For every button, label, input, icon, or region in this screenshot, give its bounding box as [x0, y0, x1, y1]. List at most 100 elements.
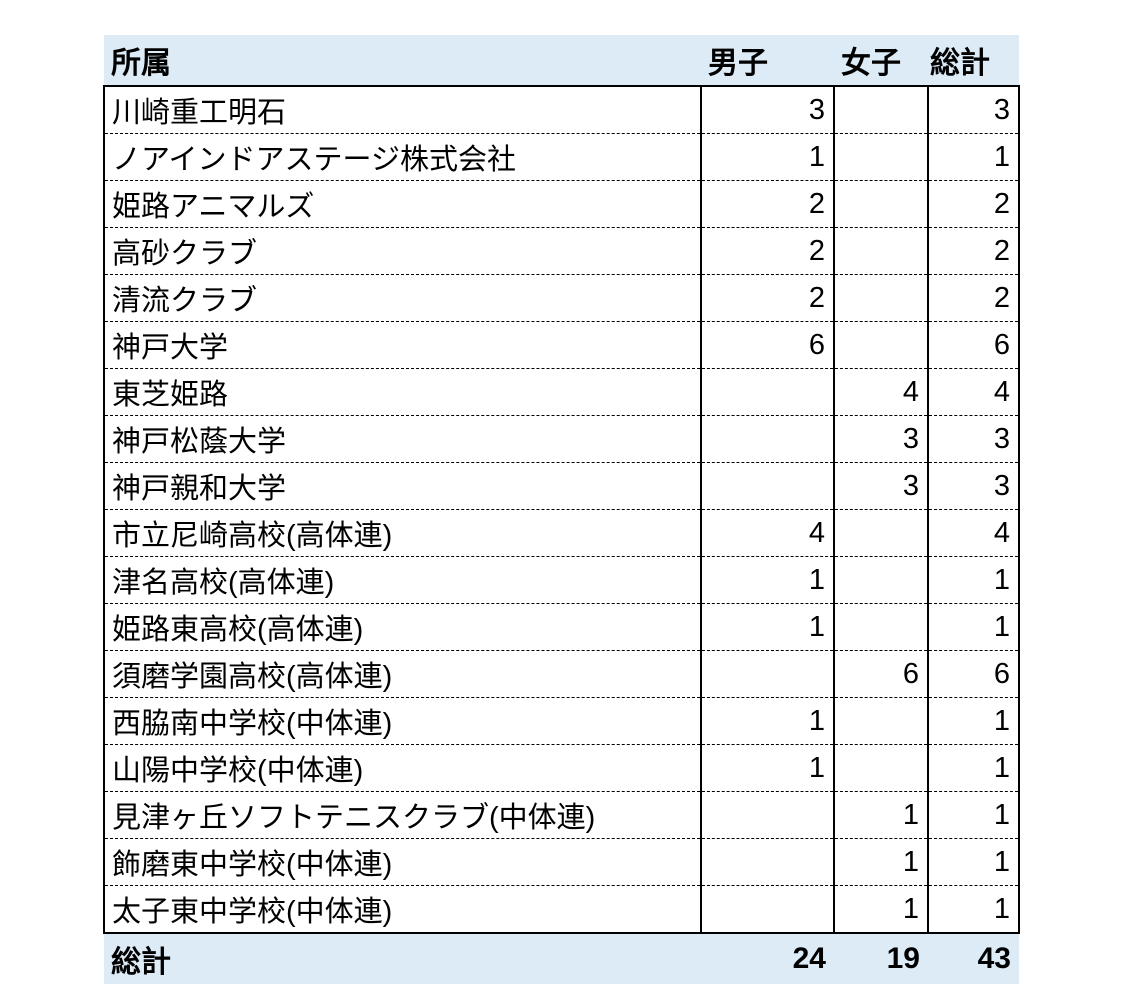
- cell-affiliation: 飾磨東中学校(中体連): [103, 838, 701, 886]
- cell-total: 1: [927, 556, 1020, 604]
- cell-boys: 1: [700, 133, 834, 181]
- cell-total: 4: [927, 509, 1020, 557]
- cell-boys: [700, 885, 834, 934]
- table-row: 姫路東高校(高体連) 1 1: [103, 603, 1020, 651]
- cell-boys: 1: [700, 603, 834, 651]
- cell-total: 3: [927, 415, 1020, 463]
- table-row: 西脇南中学校(中体連) 1 1: [103, 697, 1020, 745]
- cell-girls: [833, 556, 928, 604]
- cell-girls: 3: [833, 415, 928, 463]
- cell-total: 1: [927, 885, 1020, 934]
- header-girls: 女子: [834, 35, 928, 86]
- cell-boys: 1: [700, 697, 834, 745]
- table-row: 川崎重工明石 3 3: [103, 85, 1020, 134]
- cell-affiliation: ノアインドアステージ株式会社: [103, 133, 701, 181]
- table-row: 見津ヶ丘ソフトテニスクラブ(中体連) 1 1: [103, 791, 1020, 839]
- cell-girls: [833, 509, 928, 557]
- cell-affiliation: 高砂クラブ: [103, 227, 701, 275]
- header-row: 所属 男子 女子 総計: [104, 35, 1019, 86]
- cell-total: 2: [927, 274, 1020, 322]
- cell-total: 1: [927, 603, 1020, 651]
- cell-affiliation: 山陽中学校(中体連): [103, 744, 701, 792]
- cell-boys: [700, 838, 834, 886]
- table-row: ノアインドアステージ株式会社 1 1: [103, 133, 1020, 181]
- table-row: 市立尼崎高校(高体連) 4 4: [103, 509, 1020, 557]
- table-row: 神戸大学 6 6: [103, 321, 1020, 369]
- table-row: 神戸親和大学 3 3: [103, 462, 1020, 510]
- affiliation-table: 所属 男子 女子 総計 川崎重工明石 3 3 ノアインドアステージ株式会社 1 1 姫路アニ…: [103, 35, 1020, 984]
- cell-boys: 2: [700, 227, 834, 275]
- cell-boys: 2: [700, 180, 834, 228]
- table-row: 津名高校(高体連) 1 1: [103, 556, 1020, 604]
- cell-affiliation: 姫路アニマルズ: [103, 180, 701, 228]
- cell-girls: [833, 133, 928, 181]
- cell-affiliation: 神戸大学: [103, 321, 701, 369]
- footer-girls-total: 19: [834, 933, 928, 984]
- cell-total: 6: [927, 650, 1020, 698]
- cell-affiliation: 姫路東高校(高体連): [103, 603, 701, 651]
- cell-boys: 6: [700, 321, 834, 369]
- cell-affiliation: 川崎重工明石: [103, 85, 701, 134]
- table-row: 山陽中学校(中体連) 1 1: [103, 744, 1020, 792]
- cell-total: 3: [927, 85, 1020, 134]
- cell-boys: 3: [700, 85, 834, 134]
- cell-total: 1: [927, 791, 1020, 839]
- cell-total: 1: [927, 744, 1020, 792]
- cell-boys: 2: [700, 274, 834, 322]
- cell-total: 2: [927, 180, 1020, 228]
- cell-girls: [833, 321, 928, 369]
- cell-total: 1: [927, 697, 1020, 745]
- cell-total: 1: [927, 838, 1020, 886]
- cell-affiliation: 神戸松蔭大学: [103, 415, 701, 463]
- cell-girls: [833, 744, 928, 792]
- footer-row: 総計 24 19 43: [104, 933, 1019, 984]
- footer-label: 総計: [104, 933, 701, 984]
- cell-affiliation: 太子東中学校(中体連): [103, 885, 701, 934]
- cell-total: 6: [927, 321, 1020, 369]
- cell-girls: 1: [833, 885, 928, 934]
- table-row: 東芝姫路 4 4: [103, 368, 1020, 416]
- cell-affiliation: 神戸親和大学: [103, 462, 701, 510]
- footer-grand-total: 43: [928, 933, 1019, 984]
- cell-girls: [833, 274, 928, 322]
- cell-girls: 6: [833, 650, 928, 698]
- cell-girls: [833, 697, 928, 745]
- cell-affiliation: 清流クラブ: [103, 274, 701, 322]
- cell-boys: [700, 791, 834, 839]
- table-row: 高砂クラブ 2 2: [103, 227, 1020, 275]
- table-row: 清流クラブ 2 2: [103, 274, 1020, 322]
- cell-girls: [833, 603, 928, 651]
- cell-boys: [700, 462, 834, 510]
- cell-total: 2: [927, 227, 1020, 275]
- cell-total: 3: [927, 462, 1020, 510]
- cell-girls: 1: [833, 791, 928, 839]
- cell-girls: 4: [833, 368, 928, 416]
- header-affiliation: 所属: [104, 35, 701, 86]
- cell-affiliation: 西脇南中学校(中体連): [103, 697, 701, 745]
- table-row: 太子東中学校(中体連) 1 1: [103, 885, 1020, 934]
- cell-total: 4: [927, 368, 1020, 416]
- cell-boys: 4: [700, 509, 834, 557]
- table-body: 川崎重工明石 3 3 ノアインドアステージ株式会社 1 1 姫路アニマルズ 2 2 高砂クラブ 2 2…: [103, 85, 1020, 934]
- cell-girls: [833, 180, 928, 228]
- table-row: 飾磨東中学校(中体連) 1 1: [103, 838, 1020, 886]
- affiliation-count-sheet: 所属 男子 女子 総計 川崎重工明石 3 3 ノアインドアステージ株式会社 1 1 姫路アニ…: [103, 35, 1020, 984]
- cell-girls: [833, 227, 928, 275]
- header-boys: 男子: [701, 35, 834, 86]
- cell-total: 1: [927, 133, 1020, 181]
- table-footer: 総計 24 19 43: [104, 933, 1019, 984]
- cell-boys: 1: [700, 744, 834, 792]
- cell-affiliation: 東芝姫路: [103, 368, 701, 416]
- cell-affiliation: 見津ヶ丘ソフトテニスクラブ(中体連): [103, 791, 701, 839]
- cell-affiliation: 須磨学園高校(高体連): [103, 650, 701, 698]
- table-row: 神戸松蔭大学 3 3: [103, 415, 1020, 463]
- footer-boys-total: 24: [701, 933, 834, 984]
- header-total: 総計: [928, 35, 1019, 86]
- cell-affiliation: 津名高校(高体連): [103, 556, 701, 604]
- cell-affiliation: 市立尼崎高校(高体連): [103, 509, 701, 557]
- cell-girls: 3: [833, 462, 928, 510]
- cell-boys: [700, 650, 834, 698]
- cell-girls: 1: [833, 838, 928, 886]
- cell-boys: [700, 415, 834, 463]
- table-header: 所属 男子 女子 総計: [104, 35, 1019, 86]
